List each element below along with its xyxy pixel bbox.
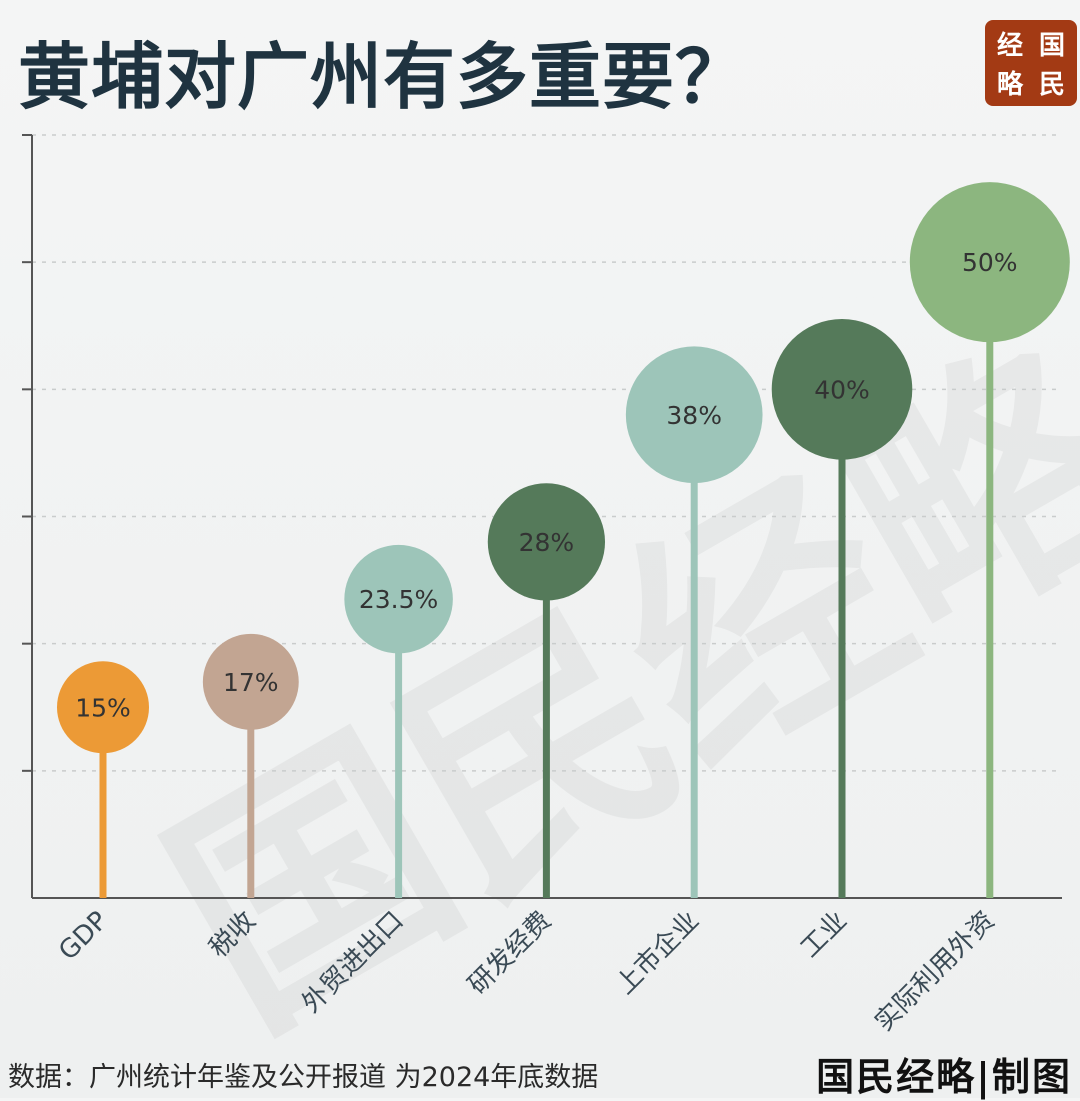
data-label: 23.5% (359, 585, 438, 614)
lollipop-bubble (909, 182, 1070, 343)
page-title: 黄埔对广州有多重要？ (18, 35, 749, 119)
x-tick-label: 上市企业 (610, 906, 705, 1001)
logo-char: 经 (996, 31, 1023, 61)
lollipop-bubble (57, 661, 149, 754)
source-note: 数据：广州统计年鉴及公开报道 为2024年底数据 (8, 1062, 599, 1093)
credit: 国民经略|制图 (816, 1054, 1072, 1099)
x-tick-label: 工业 (795, 906, 853, 964)
x-tick-label: 实际利用外资 (869, 906, 1001, 1038)
data-label: 40% (814, 375, 870, 404)
brand-logo: 经 国 略 民 (985, 20, 1077, 106)
x-tick-label: 外贸进出口 (296, 906, 409, 1019)
x-tick-label: 税收 (204, 906, 262, 964)
lollipop-bubble (202, 633, 299, 730)
data-label: 17% (223, 668, 279, 697)
data-label: 15% (75, 693, 131, 722)
x-tick-label: 研发经费 (463, 906, 558, 1001)
logo-char: 民 (1038, 70, 1065, 100)
lollipop-bubble (344, 544, 453, 654)
lollipop-bubble (487, 483, 606, 601)
data-label: 50% (962, 248, 1018, 277)
data-label: 28% (519, 528, 575, 557)
logo-char: 略 (996, 70, 1023, 100)
logo-char: 国 (1038, 31, 1065, 61)
data-label: 38% (666, 401, 722, 430)
lollipop-bubble (625, 346, 763, 484)
lollipop-bubble (771, 319, 913, 460)
x-tick-label: GDP (53, 906, 114, 967)
